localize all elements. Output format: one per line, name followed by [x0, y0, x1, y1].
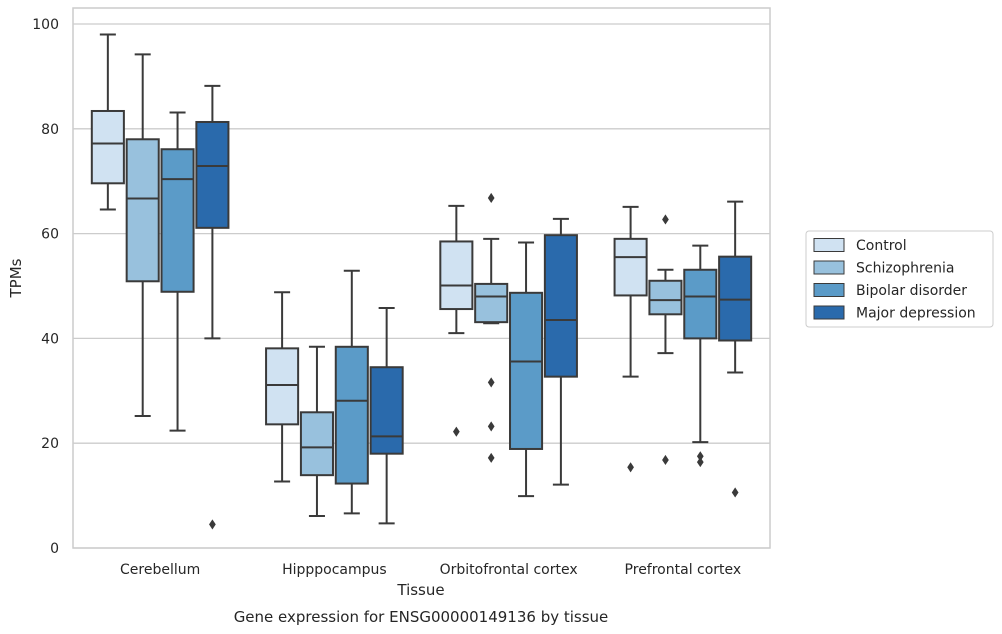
box-iqr — [509, 291, 544, 450]
x-tick-label: Hipppocampus — [282, 562, 387, 578]
box-iqr — [299, 411, 334, 477]
box-group — [439, 204, 474, 437]
x-tick-label: Cerebellum — [120, 562, 200, 578]
box-iqr — [195, 120, 230, 229]
y-tick-label: 80 — [41, 122, 59, 138]
box-group — [334, 269, 369, 515]
box-iqr — [683, 268, 718, 340]
box-iqr — [718, 255, 753, 342]
legend-swatch — [813, 305, 845, 320]
y-tick-labels: 0 20 40 60 80 100 — [32, 17, 59, 557]
box-group — [613, 205, 648, 473]
y-tick-label: 100 — [32, 17, 59, 33]
box-group — [160, 111, 195, 432]
box-group — [265, 291, 300, 483]
outlier-point — [487, 377, 495, 388]
box-group — [90, 33, 125, 211]
legend-label: Major depression — [856, 306, 976, 322]
box-group — [369, 307, 404, 525]
outlier-point — [487, 421, 495, 432]
box-iqr — [369, 366, 404, 455]
outlier-point — [627, 462, 634, 473]
outlier-point — [487, 192, 495, 204]
box-group — [509, 241, 544, 498]
box-group — [648, 214, 683, 466]
legend-swatch — [813, 260, 845, 275]
box-group — [299, 345, 334, 518]
y-tick-label: 40 — [41, 331, 59, 347]
x-axis-label: Tissue — [396, 581, 444, 599]
box-layer — [90, 33, 753, 530]
outlier-point — [662, 454, 669, 466]
x-tick-label: Orbitofrontal cortex — [440, 562, 578, 578]
legend: Control Schizophrenia Bipolar disorder Majo… — [805, 230, 994, 328]
legend-swatch — [813, 283, 845, 297]
box-iqr — [334, 345, 369, 485]
outlier-point — [487, 452, 495, 463]
box-iqr — [439, 240, 474, 311]
outlier-point — [662, 214, 669, 225]
outlier-point — [209, 519, 216, 530]
box-iqr — [160, 148, 195, 293]
y-tick-label: 0 — [50, 541, 59, 557]
y-tick-label: 20 — [41, 436, 59, 452]
x-tick-label: Prefrontal cortex — [625, 562, 742, 578]
legend-label: Bipolar disorder — [856, 283, 967, 299]
legend-label: Control — [856, 238, 907, 254]
box-iqr — [90, 109, 125, 185]
box-group — [683, 244, 718, 468]
chart-caption: Gene expression for ENSG00000149136 by t… — [234, 608, 609, 626]
outlier-point — [696, 451, 704, 462]
outlier-point — [452, 426, 460, 437]
box-group — [474, 192, 509, 463]
legend-frame — [805, 230, 994, 328]
box-iqr — [125, 138, 160, 283]
box-group — [718, 200, 753, 498]
y-tick-label: 60 — [41, 227, 59, 243]
legend-items: Control Schizophrenia Bipolar disorder Majo… — [813, 238, 976, 322]
box-iqr — [613, 237, 648, 297]
box-iqr — [648, 279, 683, 316]
outlier-point — [696, 457, 704, 468]
legend-swatch — [813, 238, 845, 252]
plot-frame — [72, 7, 771, 549]
box-group — [195, 84, 230, 530]
box-iqr — [474, 282, 509, 324]
box-group — [543, 217, 578, 486]
y-axis-label: TPMs — [7, 258, 25, 298]
legend-label: Schizophrenia — [856, 261, 954, 277]
x-tick-labels: Cerebellum Hipppocampus Orbitofrontal cort… — [120, 562, 741, 578]
box-group — [125, 53, 160, 417]
box-iqr — [543, 234, 578, 378]
outlier-point — [731, 487, 739, 498]
box-iqr — [265, 347, 300, 426]
